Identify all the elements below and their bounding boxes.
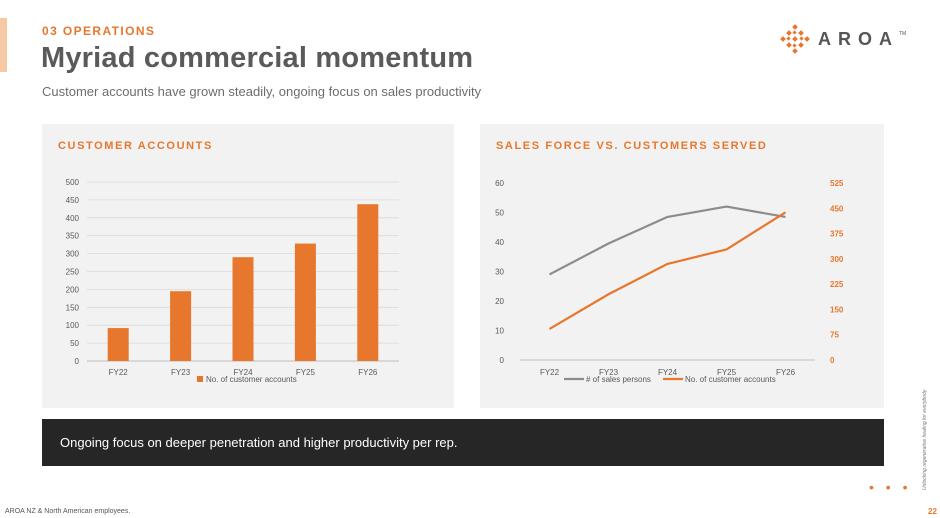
legend-label: No. of customer accounts — [685, 375, 776, 384]
y-right-tick-label: 75 — [830, 331, 839, 340]
y-right-tick-label: 375 — [830, 230, 844, 239]
y-tick-label: 50 — [70, 339, 79, 348]
y-right-tick-label: 225 — [830, 280, 844, 289]
logo-wordmark: AROA — [818, 28, 899, 49]
y-right-tick-label: 300 — [830, 255, 844, 264]
section-label: 03 OPERATIONS — [42, 24, 156, 38]
bar — [170, 291, 192, 361]
y-tick-label: 250 — [66, 268, 80, 277]
sales-force-chart: 0 10 20 30 40 50 60 0 75 150 225 300 375 450 525 FY22 FY… — [495, 179, 844, 384]
y-tick-label: 300 — [66, 250, 80, 259]
customer-accounts-panel: CUSTOMER ACCOUNTS 0 50 100 150 200 250 300 350 4… — [42, 124, 454, 408]
bar — [232, 257, 254, 361]
y-left-tick-label: 10 — [495, 327, 504, 336]
decorative-dots: • • • — [869, 479, 912, 495]
y-tick-label: 400 — [66, 214, 80, 223]
aroa-logo: AROA TM — [780, 24, 907, 54]
y-tick-label: 100 — [66, 321, 80, 330]
x-tick-label: FY22 — [109, 368, 129, 377]
x-tick-label: FY22 — [540, 368, 560, 377]
legend-swatch — [197, 376, 203, 382]
y-right-tick-label: 525 — [830, 179, 844, 188]
customer-accounts-chart: 0 50 100 150 200 250 300 350 400 450 500 FY22 FY23 FY… — [66, 178, 399, 384]
vertical-tagline-text: Unlocking regenerative healing for every… — [922, 389, 928, 490]
bar — [294, 243, 316, 361]
y-tick-label: 200 — [66, 285, 80, 294]
y-right-tick-label: 150 — [830, 305, 844, 314]
x-tick-label: FY23 — [171, 368, 191, 377]
x-tick-label: FY24 — [658, 368, 678, 377]
y-left-tick-label: 50 — [495, 209, 504, 218]
customer-accounts-title: CUSTOMER ACCOUNTS — [58, 140, 213, 152]
sales-force-panel: SALES FORCE VS. CUSTOMERS SERVED 0 10 20 30… — [480, 124, 884, 408]
banner-text: Ongoing focus on deeper penetration and … — [60, 435, 458, 450]
x-tick-label: FY26 — [776, 368, 796, 377]
page-title: Myriad commercial momentum — [41, 42, 474, 74]
sales-persons-line — [548, 205, 786, 276]
key-message-banner: Ongoing focus on deeper penetration and … — [42, 419, 884, 466]
legend-label: No. of customer accounts — [206, 375, 297, 384]
accent-bar — [0, 18, 7, 72]
y-left-tick-label: 20 — [495, 297, 504, 306]
page-number: 22 — [928, 507, 937, 516]
customer-accounts-line — [548, 211, 787, 330]
y-tick-label: 0 — [75, 357, 80, 366]
legend-label: # of sales persons — [586, 375, 651, 384]
y-left-tick-label: 30 — [495, 268, 504, 277]
y-left-tick-label: 40 — [495, 238, 504, 247]
footnote: AROA NZ & North American employees. — [5, 508, 131, 515]
y-tick-label: 500 — [66, 178, 80, 187]
y-left-tick-label: 0 — [500, 356, 505, 365]
page-subtitle: Customer accounts have grown steadily, o… — [42, 84, 482, 99]
y-tick-label: 350 — [66, 232, 80, 241]
bar — [107, 328, 129, 361]
bar — [357, 204, 379, 361]
vertical-tagline: Unlocking regenerative healing for every… — [922, 380, 932, 490]
y-right-tick-label: 0 — [830, 356, 835, 365]
x-tick-label: FY24 — [233, 368, 253, 377]
x-tick-label: FY25 — [717, 368, 737, 377]
sales-force-title: SALES FORCE VS. CUSTOMERS SERVED — [496, 140, 768, 152]
y-right-tick-label: 450 — [830, 204, 844, 213]
y-left-tick-label: 60 — [495, 179, 504, 188]
x-tick-label: FY25 — [296, 368, 316, 377]
y-tick-label: 450 — [66, 196, 80, 205]
logo-trademark: TM — [899, 31, 907, 37]
aroa-mark-icon — [780, 24, 810, 54]
x-tick-label: FY26 — [358, 368, 378, 377]
y-tick-label: 150 — [66, 303, 80, 312]
x-tick-label: FY23 — [599, 368, 619, 377]
